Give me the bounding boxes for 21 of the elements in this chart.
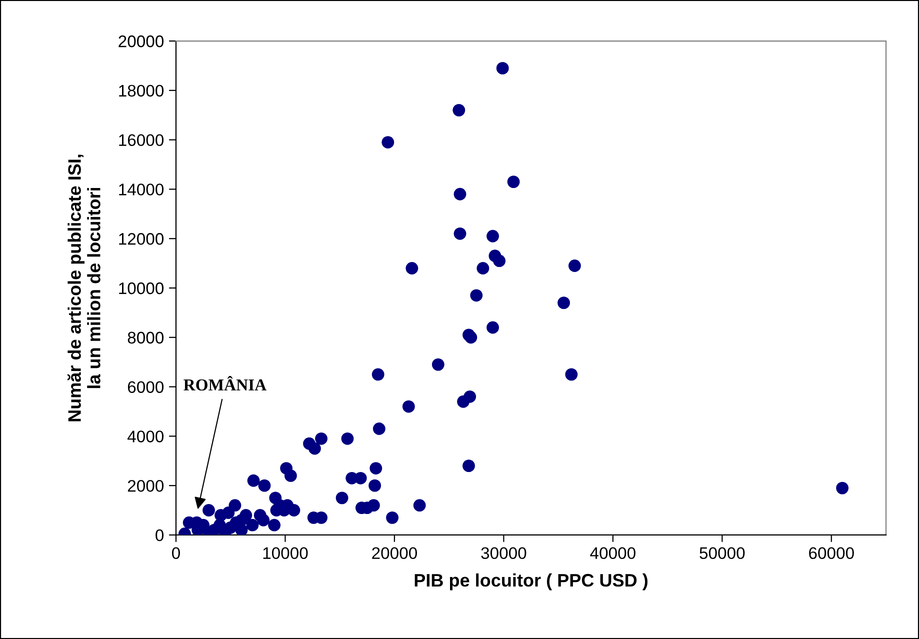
x-tick-label: 50000: [700, 547, 745, 560]
y-tick-label: 2000: [128, 480, 164, 492]
x-axis-title: PIB pe locuitor ( PPC USD ): [414, 573, 648, 590]
y-tick-label: 18000: [119, 84, 164, 97]
y-axis-title: Număr de articole publicate ISI, la un milion de locuitori: [67, 154, 100, 422]
y-tick-label: 0: [156, 529, 164, 542]
y-tick-label: 20000: [118, 35, 164, 48]
x-tick-label: 60000: [809, 547, 854, 560]
x-tick-label: 10000: [263, 547, 308, 560]
y-tick-label: 10000: [119, 282, 164, 294]
annotation: ROMÂNIA: [184, 376, 266, 391]
x-tick-label: 40000: [590, 547, 636, 560]
y-tick-label: 4000: [127, 430, 164, 442]
y-tick-label: 16000: [119, 134, 164, 146]
y-tick-label: 14000: [119, 184, 164, 196]
y-tick-label: 6000: [128, 381, 164, 393]
x-tick-label: 0: [172, 547, 180, 560]
x-tick-label: 30000: [481, 547, 526, 560]
x-tick-label: 20000: [372, 547, 417, 560]
y-tick-label: 12000: [119, 233, 164, 245]
y-tick-label: 8000: [128, 332, 164, 344]
